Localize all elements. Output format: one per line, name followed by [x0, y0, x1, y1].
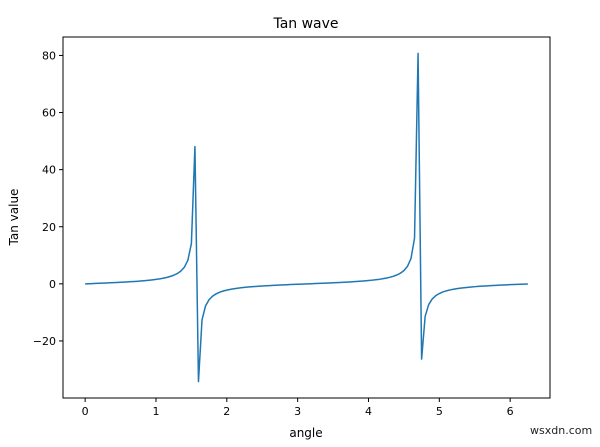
x-tick-label: 2	[223, 405, 230, 418]
y-tick-label: 60	[42, 107, 56, 120]
x-tick-label: 4	[365, 405, 372, 418]
x-tick-label: 0	[82, 405, 89, 418]
y-tick-label: −20	[33, 335, 56, 348]
y-tick-label: 80	[42, 49, 56, 62]
y-tick-label: 20	[42, 221, 56, 234]
y-tick-label: 0	[49, 278, 56, 291]
y-tick-label: 40	[42, 164, 56, 177]
x-axis-label: angle	[289, 426, 322, 440]
y-axis-label: Tan value	[7, 189, 21, 247]
x-tick-label: 6	[507, 405, 514, 418]
x-tick-label: 1	[152, 405, 159, 418]
x-tick-label: 3	[294, 405, 301, 418]
watermark: wsxdn.com	[530, 424, 593, 437]
chart-title: Tan wave	[272, 16, 338, 32]
tan-series-line	[85, 52, 528, 383]
axes-frame	[62, 36, 551, 399]
x-tick-label: 5	[436, 405, 443, 418]
